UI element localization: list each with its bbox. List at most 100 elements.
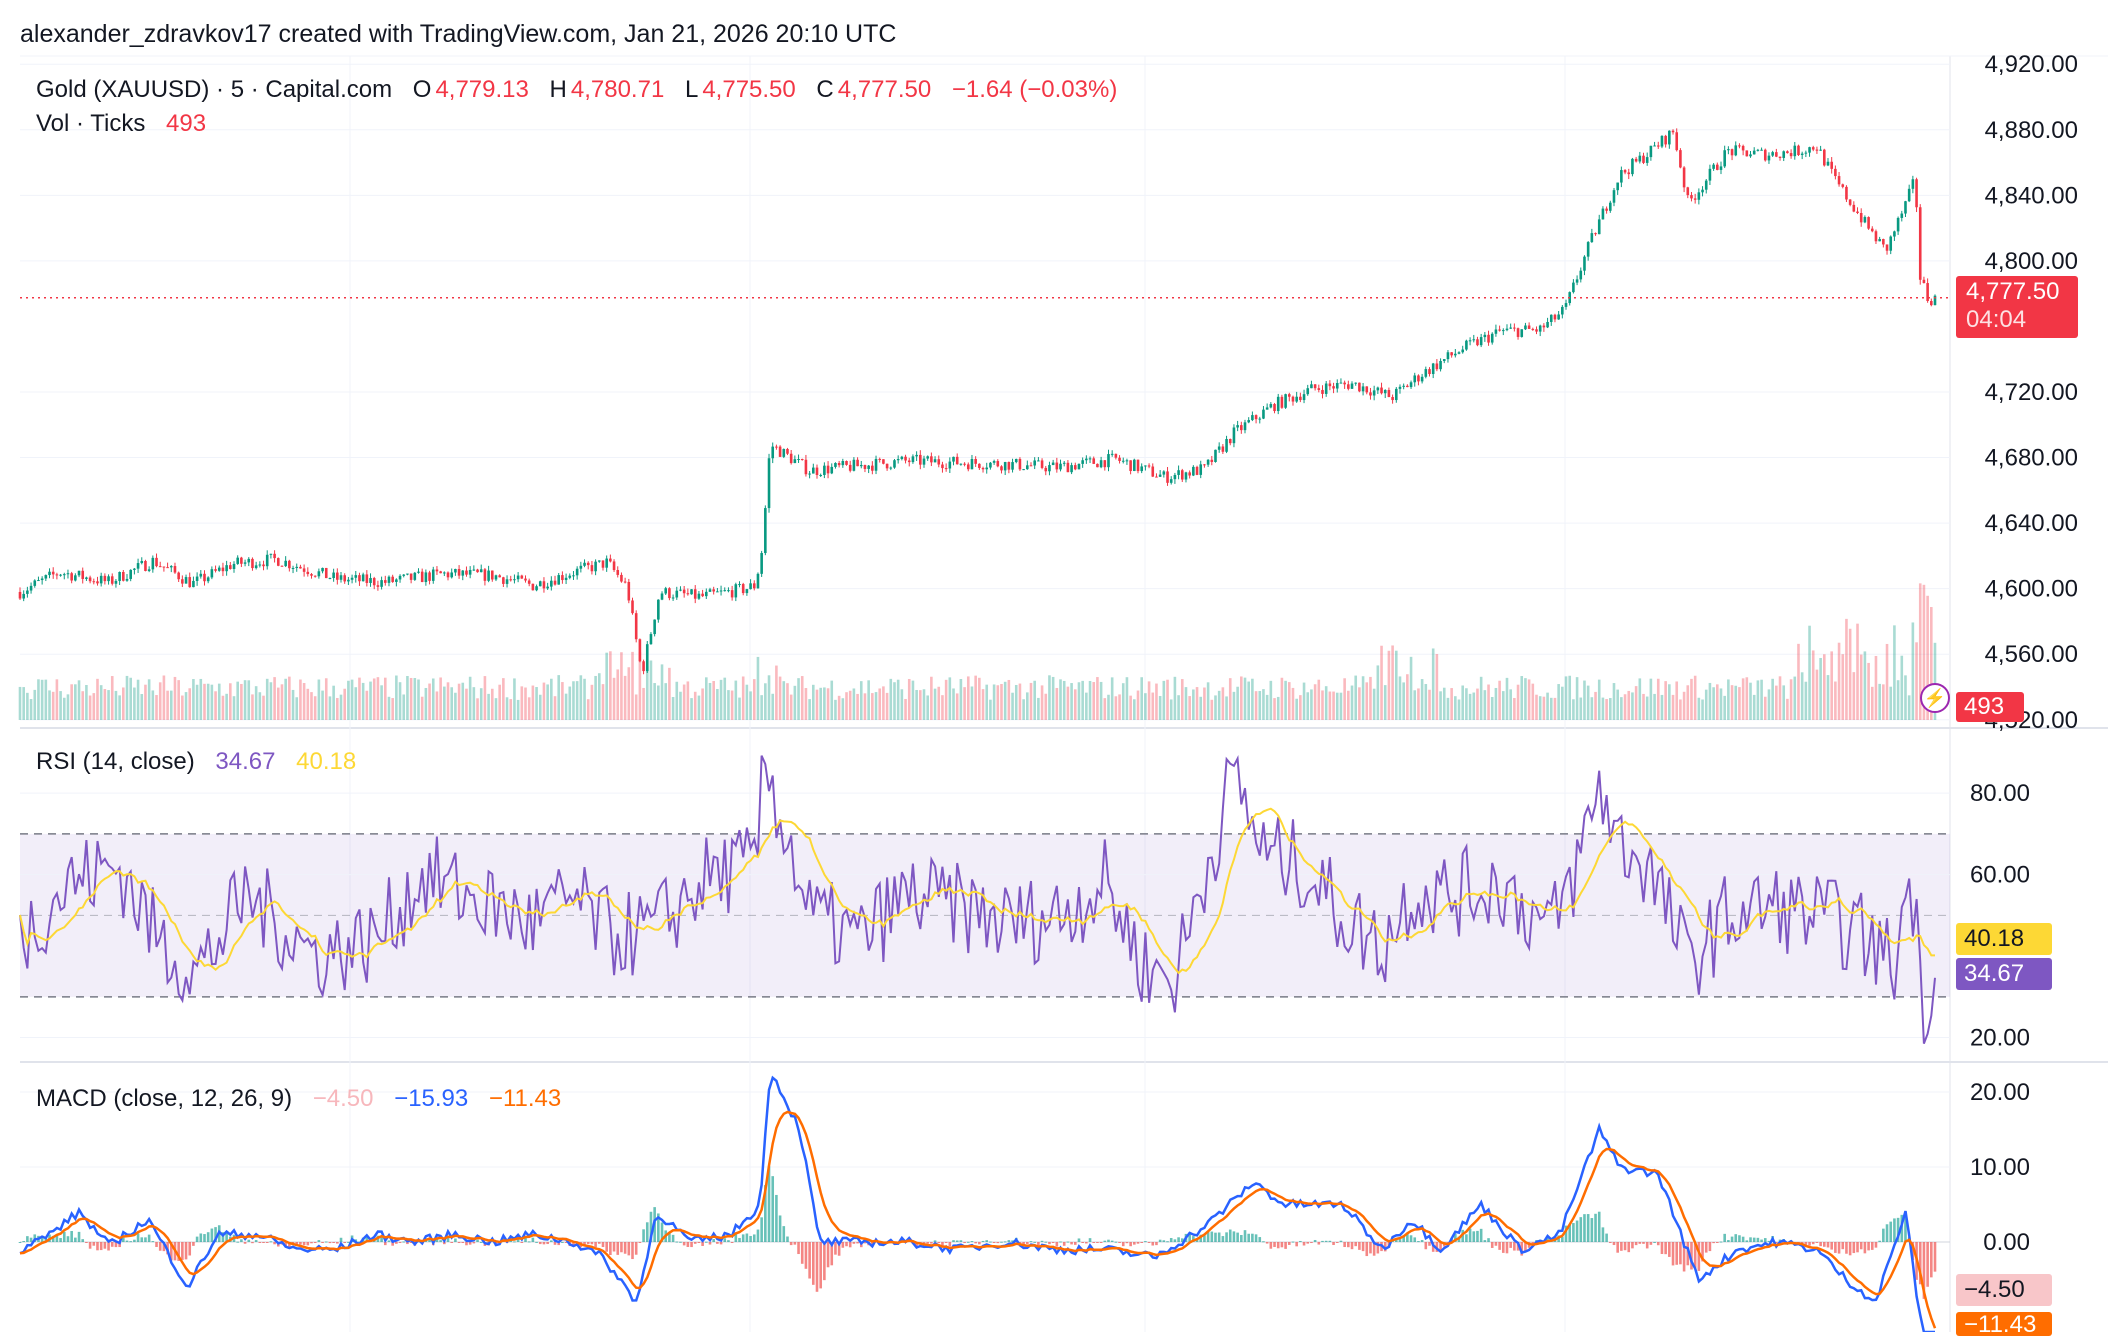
candle-body (88, 577, 92, 582)
macd-histogram-bar (642, 1229, 645, 1242)
volume-bar (502, 678, 505, 720)
volume-bar (236, 681, 239, 720)
macd-histogram-bar (845, 1242, 848, 1247)
macd-histogram-bar (1155, 1242, 1158, 1246)
volume-bar (926, 695, 929, 720)
price-gridlines (20, 63, 1950, 721)
macd-histogram-bar (516, 1238, 520, 1242)
volume-bar (1568, 675, 1572, 720)
macd-histogram-bar (550, 1240, 553, 1242)
macd-histogram-bar (1011, 1240, 1014, 1242)
macd-histogram-bar (657, 1213, 660, 1242)
candle-body (1029, 465, 1033, 467)
candle-body (1073, 465, 1077, 470)
volume-bar (1668, 684, 1671, 720)
candle-body (1800, 153, 1804, 156)
candle-body (107, 576, 110, 582)
volume-bar (465, 688, 468, 720)
volume-bar (668, 667, 671, 720)
volume-bar (867, 680, 870, 720)
volume-bar (395, 675, 398, 720)
macd-histogram-bar (992, 1242, 996, 1243)
macd-histogram-bar (852, 1242, 856, 1244)
macd-tick-label: 20.00 (1970, 1079, 2030, 1106)
volume-bar (413, 677, 417, 720)
volume-bar (313, 696, 317, 720)
volume-bar (505, 697, 509, 720)
volume-bar (786, 683, 789, 720)
macd-legend[interactable]: MACD (close, 12, 26, 9) −4.50 −15.93 −11… (36, 1085, 565, 1113)
macd-histogram-bar (1232, 1231, 1236, 1242)
candle-body (1867, 217, 1870, 229)
candle-body (1719, 166, 1723, 170)
macd-histogram-bar (978, 1242, 981, 1245)
volume-bar (1454, 696, 1457, 720)
symbol-title: Gold (XAUUSD) · 5 · Capital.com (36, 76, 393, 103)
volume-bar (1439, 691, 1442, 720)
alert-icon[interactable]: ⚡ (1920, 683, 1950, 713)
volume-bar (675, 681, 679, 720)
candle-body (815, 467, 819, 476)
volume-bar (594, 675, 597, 720)
candle-body (793, 459, 797, 464)
volume-bar (354, 687, 358, 720)
macd-histogram-bar (1826, 1242, 1830, 1248)
macd-histogram-bar (1642, 1242, 1645, 1244)
candle-body (70, 573, 73, 581)
volume-bar (616, 669, 620, 720)
volume-bar (741, 676, 745, 720)
volume-bar (254, 686, 258, 720)
candle-body (1162, 471, 1166, 475)
candle-body (37, 580, 40, 582)
low-value: 4,775.50 (702, 76, 796, 103)
macd-histogram-bar (265, 1242, 269, 1243)
candle-body (1203, 464, 1206, 466)
macd-histogram-bar (1051, 1242, 1055, 1243)
macd-histogram-bar (1922, 1242, 1926, 1299)
volume-bar (288, 676, 291, 720)
volume-bar (1752, 694, 1756, 720)
symbol-legend[interactable]: Gold (XAUUSD) · 5 · Capital.com O 4,779.1… (36, 76, 1121, 104)
volume-bar (985, 684, 989, 720)
macd-histogram-bar (1808, 1242, 1811, 1246)
volume-bar (1310, 689, 1313, 720)
candle-body (852, 459, 856, 471)
volume-legend[interactable]: Vol · Ticks 493 (36, 110, 210, 138)
candle-body (343, 575, 347, 582)
volume-bar (557, 675, 561, 720)
volume-bar (446, 682, 450, 720)
macd-histogram-bar (1874, 1242, 1878, 1248)
volume-bar (280, 684, 284, 720)
candle-body (1287, 394, 1291, 397)
macd-histogram-bar (557, 1242, 561, 1246)
macd-histogram-bar (1214, 1232, 1217, 1242)
macd-histogram-bar (745, 1233, 749, 1242)
volume-bar (1465, 688, 1468, 720)
rsi-legend[interactable]: RSI (14, close) 34.67 40.18 (36, 748, 360, 776)
candle-body (1343, 382, 1346, 385)
volume-bar (1022, 699, 1025, 720)
macd-histogram-bar (1638, 1242, 1642, 1244)
volume-bar (871, 693, 874, 720)
volume-bar (40, 679, 44, 720)
volume-bar (1900, 655, 1904, 720)
volume-bar (468, 676, 472, 720)
volume-bar (1882, 684, 1885, 720)
candle-body (572, 575, 575, 577)
macd-histogram-bar (1763, 1238, 1767, 1242)
volume-bar (1494, 687, 1498, 720)
macd-histogram-bar (236, 1241, 239, 1243)
macd-histogram-bar (192, 1242, 195, 1246)
candle-body (498, 575, 501, 578)
volume-bar (1184, 687, 1188, 720)
candle-body (664, 588, 668, 594)
macd-histogram-bar (1668, 1242, 1671, 1257)
volume-bar (749, 691, 752, 720)
macd-histogram-bar (793, 1242, 797, 1245)
volume-bar (1834, 681, 1837, 720)
volume-bar (33, 689, 37, 720)
macd-histogram-bar (561, 1241, 564, 1243)
candle-body (524, 578, 527, 581)
macd-histogram-bar (623, 1242, 627, 1254)
